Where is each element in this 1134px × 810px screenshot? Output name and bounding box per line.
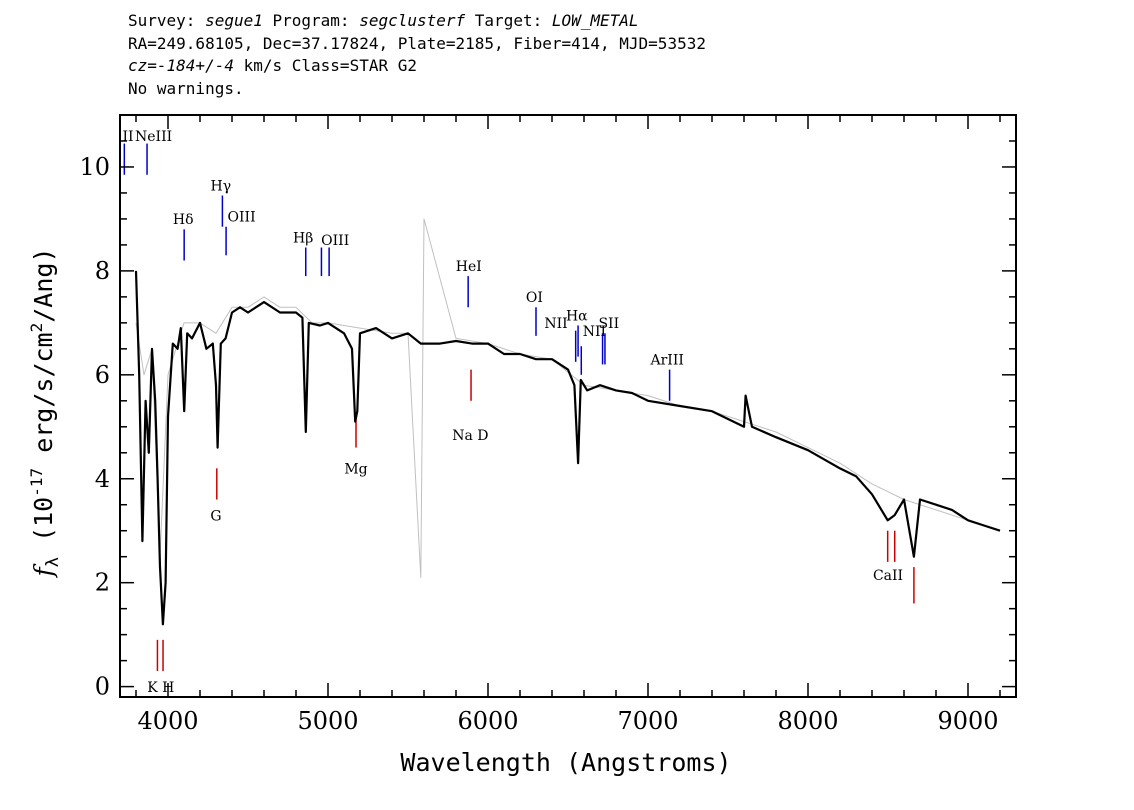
emission-line-label: OI [526,290,543,306]
emission-line-label: ArIII [649,352,683,368]
x-tick-label: 6000 [457,707,518,735]
y-tick-label: 0 [95,673,110,701]
redshift-value: cz=-184+/-4 [128,56,234,75]
emission-line-label: Hα [566,308,588,324]
y-tick-label: 4 [95,465,110,493]
survey-label: Survey: [128,11,206,30]
tick-labels: 4000 5000 6000 7000 8000 9000 0 2 4 6 8 10 [79,153,998,735]
emission-line-label: HeI [456,259,482,275]
absorption-line-label: Mg [344,462,367,478]
y-tick-label: 8 [95,257,110,285]
emission-line-label: OIII [228,210,256,226]
header-line-redshift: cz=-184+/-4 km/s Class=STAR G2 [128,55,706,78]
y-tick-label: 6 [95,361,110,389]
class-value: km/s Class=STAR G2 [233,56,417,75]
x-tick-label: 7000 [617,707,678,735]
x-axis-title: Wavelength (Angstroms) [400,748,731,777]
survey-value: segue1 [205,11,263,30]
spectrum-header: Survey: segue1 Program: segclusterf Targ… [128,10,706,100]
x-tick-label: 8000 [777,707,838,735]
program-label: Program: [262,11,360,30]
target-label: Target: [465,11,552,30]
emission-line-label: OIII [321,233,349,249]
absorption-line-label: G [210,508,221,524]
emission-line-label: SII [598,316,619,332]
header-line-coordinates: RA=249.68105, Dec=37.17824, Plate=2185, … [128,33,706,53]
spectrum-series [134,270,1001,626]
header-line-warnings: No warnings. [128,78,244,98]
emission-line-label: NII [583,324,606,340]
absorption-line-label: K H [147,680,174,696]
absorption-line-label: Na D [452,428,488,444]
axis-ticks [120,115,1016,697]
emission-line-label: Hγ [211,178,232,194]
program-value: segclusterf [359,11,466,30]
y-axis-title: fλ (10-17 erg/s/cm2/Ang) [27,247,63,578]
noise-series [135,218,1001,578]
y-tick-label: 10 [79,153,110,181]
emission-line-label: Hδ [173,212,194,228]
header-line-survey: Survey: segue1 Program: segclusterf Targ… [128,10,706,33]
emission-line-label: II [122,129,133,145]
x-tick-label: 4000 [137,707,198,735]
x-tick-label: 5000 [297,707,358,735]
spectrum-layer [134,270,1001,626]
plot-frame [119,114,1017,698]
emission-line-label: NeIII [135,129,172,145]
y-tick-label: 2 [95,569,110,597]
x-tick-label: 9000 [937,707,998,735]
emission-line-label: Hβ [293,230,313,246]
noise-layer [135,218,1001,578]
emission-line-label: NII [544,316,567,332]
target-value: LOW_METAL [551,11,639,30]
absorption-line-label: CaII [873,568,903,584]
